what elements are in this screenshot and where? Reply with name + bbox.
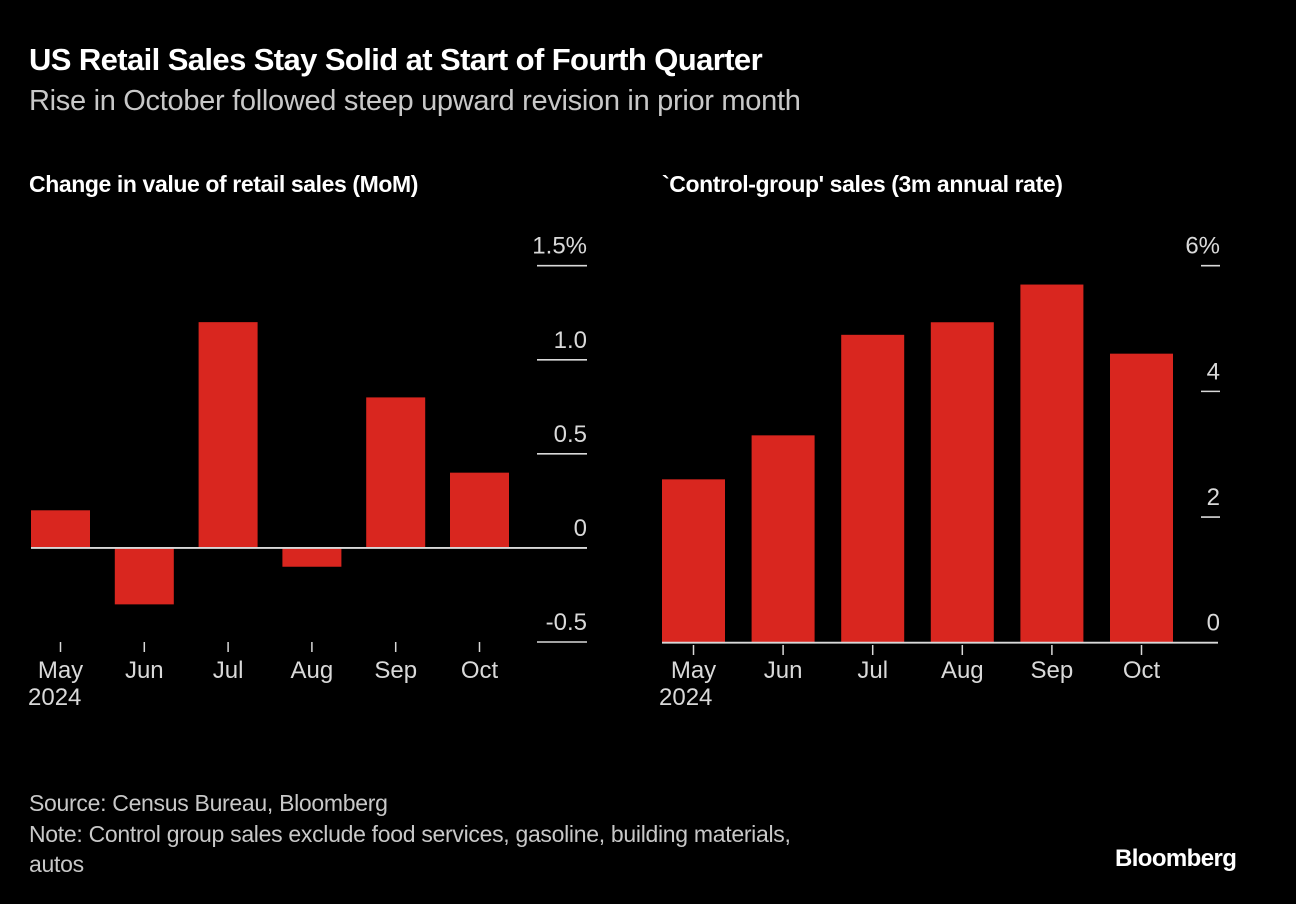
right-ytick-label: 2	[1207, 484, 1220, 511]
right-xtick-label: Jun	[764, 657, 803, 684]
right-xtick-label: May	[671, 657, 716, 684]
left-xtick-label: Jul	[213, 657, 244, 684]
left-ytick-label: 0	[574, 515, 587, 542]
left-xtick-label: Jun	[125, 657, 164, 684]
right-chart-title: `Control-group' sales (3m annual rate)	[662, 171, 1063, 197]
right-year-label: 2024	[659, 684, 712, 711]
right-bar-may	[662, 479, 725, 643]
left-xtick-label: Sep	[374, 657, 417, 684]
left-bar-may	[31, 510, 90, 548]
right-xtick-label: Sep	[1031, 657, 1074, 684]
right-ytick-label: 0	[1207, 610, 1220, 637]
left-bar-jun	[114, 547, 174, 605]
left-xtick-label: Oct	[461, 657, 499, 684]
left-xtick-label: May	[38, 657, 83, 684]
left-ytick-label: -0.5	[546, 609, 587, 636]
right-bar-jun	[751, 435, 815, 643]
footnote-line-2: autos	[29, 851, 84, 877]
left-xtick-label: Aug	[291, 657, 334, 684]
chart-subtitle: Rise in October followed steep upward re…	[29, 85, 801, 117]
right-bar-oct	[1110, 353, 1173, 643]
right-bar-jul	[841, 334, 905, 643]
right-bar-sep	[1020, 284, 1084, 643]
source-note: Source: Census Bureau, Bloomberg	[29, 790, 388, 816]
left-ytick-label: 0.5	[554, 421, 587, 448]
left-bar-aug	[282, 547, 342, 567]
left-bar-jul	[198, 322, 258, 548]
right-xtick-label: Jul	[857, 657, 888, 684]
right-ytick-label: 6%	[1185, 233, 1220, 260]
right-ytick-label: 4	[1207, 358, 1220, 385]
right-xtick-label: Oct	[1123, 657, 1161, 684]
chart-headline: US Retail Sales Stay Solid at Start of F…	[29, 42, 763, 77]
left-chart-title: Change in value of retail sales (MoM)	[29, 171, 419, 197]
right-bar-aug	[930, 322, 994, 643]
right-xtick-label: Aug	[941, 657, 984, 684]
left-year-label: 2024	[28, 684, 81, 711]
footnote-line-1: Note: Control group sales exclude food s…	[29, 821, 791, 847]
left-bar-sep	[366, 397, 426, 548]
left-bar-oct	[450, 472, 509, 548]
left-ytick-label: 1.0	[554, 327, 587, 354]
left-ytick-label: 1.5%	[532, 233, 587, 260]
bloomberg-logo: Bloomberg	[1115, 845, 1237, 872]
